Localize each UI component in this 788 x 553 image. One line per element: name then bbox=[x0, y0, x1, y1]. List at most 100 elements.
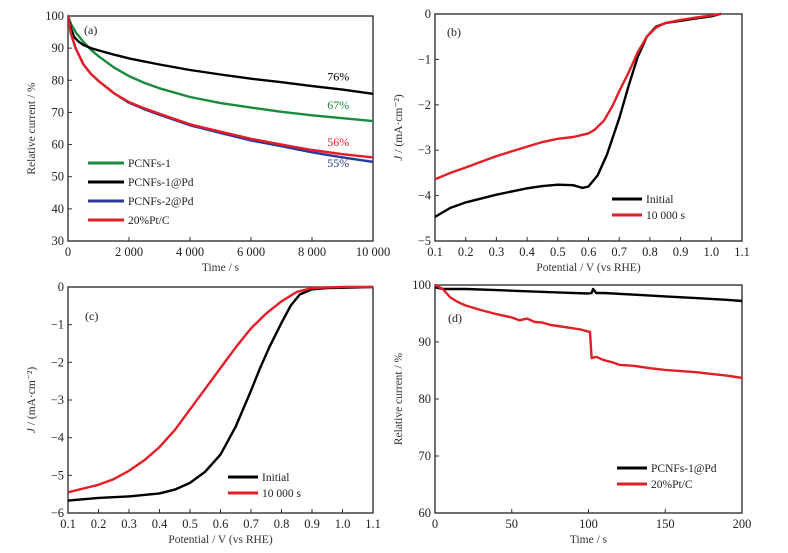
x-tick-label: 0.6 bbox=[213, 517, 229, 531]
y-tick-label: 80 bbox=[419, 392, 432, 406]
x-tick-label: 1.1 bbox=[365, 517, 381, 531]
legend: Initial 10 000 s bbox=[228, 472, 302, 500]
series-line-20-pt-c bbox=[68, 14, 373, 159]
data-annotation: 67% bbox=[327, 98, 349, 112]
y-tick-label: −3 bbox=[51, 393, 64, 407]
legend: PCNFs-1 PCNFs-1@Pd PCNFs-2@Pd 20%Pt/C bbox=[88, 158, 194, 227]
y-axis-unit: / (mA·cm⁻²) bbox=[26, 367, 38, 428]
y-tick-label: 50 bbox=[52, 170, 65, 184]
legend-label: PCNFs-2@Pd bbox=[128, 196, 194, 208]
series-line-10-000-s bbox=[68, 285, 373, 494]
legend-label: PCNFs-1@Pd bbox=[651, 463, 717, 475]
x-tick-label: 0.8 bbox=[642, 245, 658, 259]
x-tick-label: 10 000 bbox=[356, 245, 390, 259]
y-tick-label: −2 bbox=[51, 355, 64, 369]
x-tick-label: 0.9 bbox=[673, 245, 689, 259]
x-tick-label: 2 000 bbox=[115, 245, 143, 259]
x-axis-title: Potential / V (vs RHE) bbox=[536, 262, 641, 274]
plot-frame bbox=[434, 13, 743, 242]
y-tick-label: −4 bbox=[418, 189, 432, 203]
x-tick-label: 0.4 bbox=[152, 517, 168, 531]
y-tick-label: −1 bbox=[418, 52, 431, 66]
x-tick-label: 0.1 bbox=[60, 517, 76, 531]
y-tick-label: −4 bbox=[51, 431, 65, 445]
x-tick-label: 8 000 bbox=[298, 245, 326, 259]
series-line-pcnfs-1-pd bbox=[68, 14, 373, 96]
x-tick-label: 1.1 bbox=[734, 245, 750, 259]
x-tick-label: 0 bbox=[432, 517, 438, 531]
legend: PCNFs-1@Pd 20%Pt/C bbox=[617, 463, 717, 491]
legend-label: 10 000 s bbox=[262, 488, 302, 500]
series-line-pcnfs-1-pd bbox=[435, 286, 742, 303]
x-tick-label: 0.5 bbox=[550, 245, 566, 259]
x-tick-label: 0.3 bbox=[489, 245, 505, 259]
x-tick-label: 0.2 bbox=[91, 517, 107, 531]
panel-label: (a) bbox=[84, 23, 97, 37]
chart-panel-d: 0 50 100 150 200 60 70 80 90 100 Time / s Relative … bbox=[393, 278, 751, 546]
y-axis-title: Relative current / % bbox=[393, 352, 405, 445]
x-tick-label: 200 bbox=[733, 517, 752, 531]
x-tick-label: 0.9 bbox=[304, 517, 320, 531]
series-line-initial bbox=[435, 12, 722, 219]
x-axis-title: Potential / V (vs RHE) bbox=[168, 534, 273, 546]
panel-label: (b) bbox=[447, 25, 461, 39]
x-tick-label: 50 bbox=[506, 517, 519, 531]
chart-panel-c: 0.1 0.2 0.3 0.4 0.5 0.6 0.7 0.8 0.9 1.0 1.1 −6 −5 −4 −… bbox=[26, 280, 381, 546]
y-tick-label: 40 bbox=[52, 202, 65, 216]
x-axis-title: Time / s bbox=[202, 262, 240, 274]
panel-label: (d) bbox=[448, 311, 462, 325]
chart-panel-a: 0 2 000 4 000 6 000 8 000 10 000 30 40 50 60 70 80 9… bbox=[26, 9, 390, 274]
y-tick-label: 30 bbox=[52, 234, 65, 248]
y-tick-label: −2 bbox=[418, 98, 431, 112]
data-annotation: 55% bbox=[327, 156, 349, 170]
y-tick-label: −6 bbox=[51, 506, 64, 520]
legend-label: 20%Pt/C bbox=[128, 215, 170, 227]
y-tick-label: −1 bbox=[51, 318, 64, 332]
x-tick-label: 0.6 bbox=[581, 245, 597, 259]
legend: Initial 10 000 s bbox=[612, 194, 686, 222]
legend-label: 10 000 s bbox=[646, 210, 686, 222]
x-tick-label: 1.0 bbox=[335, 517, 351, 531]
x-tick-label: 0.5 bbox=[182, 517, 198, 531]
y-tick-label: 70 bbox=[52, 105, 65, 119]
data-annotation: 56% bbox=[327, 135, 349, 149]
y-axis-unit: / (mA·cm⁻²) bbox=[393, 94, 405, 155]
y-tick-label: 80 bbox=[52, 73, 65, 87]
series-line-initial bbox=[68, 285, 373, 502]
x-tick-label: 0.3 bbox=[121, 517, 137, 531]
x-tick-label: 0 bbox=[65, 245, 71, 259]
x-tick-label: 6 000 bbox=[237, 245, 265, 259]
y-tick-label: 70 bbox=[419, 449, 432, 463]
y-axis-title: J / (mA·cm⁻²) bbox=[26, 367, 38, 434]
legend-label: Initial bbox=[262, 472, 289, 484]
x-tick-label: 0.2 bbox=[458, 245, 474, 259]
series-line-10-000-s bbox=[435, 12, 722, 181]
legend-label: PCNFs-1 bbox=[128, 158, 171, 170]
y-axis-title: Relative current / % bbox=[26, 82, 38, 175]
y-tick-label: 100 bbox=[412, 278, 431, 292]
x-tick-label: 150 bbox=[656, 517, 675, 531]
data-annotation: 76% bbox=[327, 69, 349, 83]
plot-frame bbox=[434, 284, 743, 514]
x-tick-label: 0.7 bbox=[611, 245, 627, 259]
y-tick-label: 0 bbox=[425, 7, 431, 21]
y-tick-label: 0 bbox=[58, 280, 64, 294]
legend-label: PCNFs-1@Pd bbox=[128, 177, 194, 189]
legend-label: Initial bbox=[646, 194, 673, 206]
x-tick-label: 4 000 bbox=[176, 245, 204, 259]
panel-label: (c) bbox=[85, 309, 98, 323]
series-line-20-pt-c bbox=[435, 283, 742, 380]
y-tick-label: −3 bbox=[418, 143, 431, 157]
x-tick-label: 100 bbox=[579, 517, 598, 531]
x-axis-title: Time / s bbox=[570, 534, 608, 546]
y-axis-symbol: J bbox=[393, 155, 405, 161]
x-tick-label: 0.1 bbox=[427, 245, 443, 259]
x-tick-label: 1.0 bbox=[703, 245, 719, 259]
y-tick-label: 60 bbox=[52, 138, 65, 152]
y-tick-label: −5 bbox=[51, 468, 64, 482]
y-axis-title: J / (mA·cm⁻²) bbox=[393, 94, 405, 161]
y-tick-label: 90 bbox=[419, 335, 432, 349]
legend-label: 20%Pt/C bbox=[651, 479, 693, 491]
x-tick-label: 0.7 bbox=[243, 517, 259, 531]
